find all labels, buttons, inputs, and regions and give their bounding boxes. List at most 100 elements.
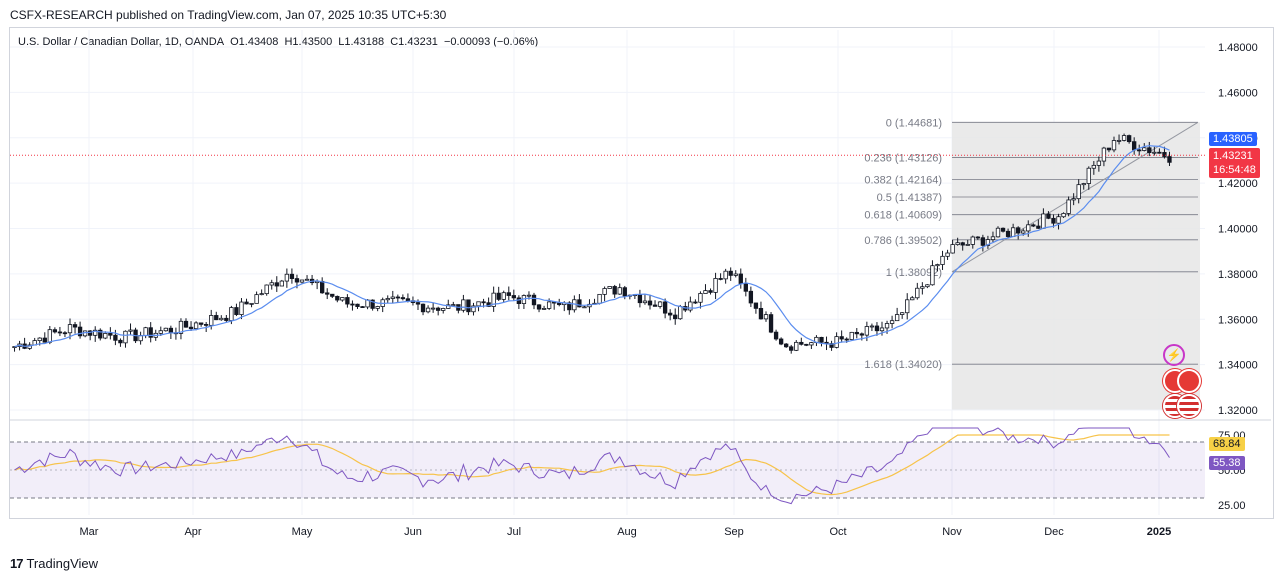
candle-body bbox=[854, 331, 859, 335]
candle-body bbox=[1076, 184, 1081, 200]
price-tick-label: 1.46000 bbox=[1218, 87, 1258, 99]
candle-body bbox=[436, 307, 441, 311]
candle-body bbox=[531, 294, 537, 306]
candle-body bbox=[143, 327, 148, 336]
countdown-value: 16:54:48 bbox=[1213, 164, 1256, 176]
candle-body bbox=[183, 320, 189, 328]
candle-body bbox=[279, 280, 284, 287]
candle-body bbox=[819, 336, 824, 343]
candle-body bbox=[794, 341, 799, 351]
candle-body bbox=[637, 294, 643, 304]
lightning-icon[interactable]: ⚡ bbox=[1163, 344, 1185, 366]
candle-body bbox=[516, 297, 522, 304]
candle-body bbox=[1036, 225, 1041, 229]
candle-body bbox=[511, 295, 516, 299]
candle-body bbox=[1016, 227, 1021, 234]
candle-body bbox=[294, 278, 300, 283]
candle-body bbox=[980, 237, 986, 246]
candle-body bbox=[995, 227, 1001, 238]
candle-body bbox=[935, 264, 940, 267]
candle-body bbox=[546, 301, 552, 309]
candle-body bbox=[1071, 198, 1076, 201]
candle-body bbox=[214, 315, 219, 321]
candle-body bbox=[753, 302, 759, 309]
candle-body bbox=[844, 338, 849, 341]
candle-body bbox=[289, 273, 295, 279]
candle-body bbox=[52, 329, 58, 333]
candle-body bbox=[1026, 224, 1031, 232]
candle-body bbox=[244, 301, 249, 305]
candle-body bbox=[849, 331, 854, 340]
candle-body bbox=[1116, 139, 1122, 142]
candle-body bbox=[879, 327, 885, 332]
fib-level-label: 0.382 (1.42164) bbox=[864, 174, 942, 186]
time-tick-label: May bbox=[292, 526, 313, 538]
price-tick-label: 1.42000 bbox=[1218, 178, 1258, 190]
candle-body bbox=[1132, 141, 1137, 151]
fib-level-label: 0 (1.44681) bbox=[886, 117, 942, 129]
candle-body bbox=[990, 236, 996, 241]
candle-body bbox=[975, 236, 980, 239]
price-axis: 1.480001.460001.440001.420001.400001.380… bbox=[1218, 42, 1258, 417]
candle-body bbox=[335, 295, 340, 301]
candle-body bbox=[1010, 227, 1016, 237]
candle-body bbox=[330, 293, 335, 297]
candle-body bbox=[506, 292, 511, 296]
us-flag-icon[interactable] bbox=[1177, 394, 1201, 418]
candle-body bbox=[940, 255, 945, 265]
candle-body bbox=[602, 288, 607, 295]
candle-body bbox=[1152, 151, 1157, 154]
candle-body bbox=[325, 292, 330, 295]
candle-body bbox=[198, 322, 204, 325]
candle-body bbox=[905, 299, 910, 314]
candle-body bbox=[985, 239, 991, 246]
fib-level-label: 1.618 (1.34020) bbox=[864, 359, 942, 371]
candle-body bbox=[900, 312, 905, 315]
candle-body bbox=[375, 306, 380, 309]
candle-body bbox=[1005, 230, 1011, 237]
candle-body bbox=[612, 286, 617, 295]
candle-body bbox=[57, 331, 63, 334]
candle-body bbox=[789, 346, 794, 351]
candle-body bbox=[920, 286, 925, 289]
candle-body bbox=[446, 304, 451, 309]
candle-body bbox=[209, 315, 214, 326]
candle-body bbox=[1157, 151, 1162, 154]
candle-body bbox=[451, 304, 456, 306]
candle-body bbox=[738, 273, 743, 284]
candle-body bbox=[466, 299, 471, 313]
candle-body bbox=[103, 333, 108, 339]
candle-body bbox=[405, 298, 411, 302]
candle-body bbox=[1066, 199, 1071, 214]
candle-body bbox=[340, 297, 345, 301]
time-tick-label: Nov bbox=[942, 526, 962, 538]
footer-logo[interactable]: 17 TradingView bbox=[10, 556, 98, 571]
candle-body bbox=[839, 336, 844, 340]
candle-body bbox=[1126, 135, 1132, 143]
candle-body bbox=[108, 333, 113, 336]
candle-body bbox=[728, 270, 733, 276]
candle-body bbox=[1147, 147, 1152, 154]
candle-body bbox=[77, 326, 83, 337]
candle-body bbox=[42, 337, 47, 343]
price-tick-label: 1.38000 bbox=[1218, 269, 1258, 281]
candle-body bbox=[607, 286, 612, 289]
candle-body bbox=[239, 301, 244, 315]
rsi-value-tag: 55.38 bbox=[1209, 456, 1245, 470]
price-tick-label: 1.34000 bbox=[1218, 360, 1258, 372]
candle-body bbox=[1041, 213, 1046, 229]
candle-body bbox=[869, 325, 875, 328]
candle-body bbox=[390, 296, 395, 299]
time-tick-label: Dec bbox=[1044, 526, 1064, 538]
candle-body bbox=[501, 292, 506, 300]
candle-body bbox=[425, 307, 431, 313]
candle-body bbox=[264, 284, 269, 295]
time-axis: Mar Apr May Jun Jul Aug Sep Oct Nov Dec 2025 bbox=[80, 526, 1172, 538]
canada-flag-icon[interactable] bbox=[1177, 369, 1201, 393]
candle-body bbox=[526, 294, 532, 297]
symbol-name[interactable]: U.S. Dollar / Canadian Dollar, 1D, OANDA bbox=[18, 36, 225, 48]
ma-value-tag: 1.43805 bbox=[1209, 132, 1257, 146]
fib-level-label: 0.786 (1.39502) bbox=[864, 235, 942, 247]
candle-body bbox=[1086, 167, 1091, 184]
